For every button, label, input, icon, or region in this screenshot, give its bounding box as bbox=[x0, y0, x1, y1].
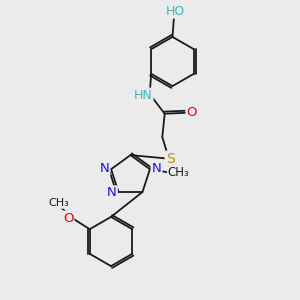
Text: HN: HN bbox=[134, 88, 152, 102]
Text: N: N bbox=[100, 162, 110, 175]
Text: N: N bbox=[107, 186, 117, 200]
Text: S: S bbox=[166, 152, 175, 166]
Text: CH₃: CH₃ bbox=[168, 166, 190, 179]
Text: HO: HO bbox=[166, 4, 185, 18]
Text: N: N bbox=[152, 162, 161, 175]
Text: CH₃: CH₃ bbox=[48, 198, 69, 208]
Text: O: O bbox=[63, 212, 73, 225]
Text: O: O bbox=[186, 106, 197, 119]
